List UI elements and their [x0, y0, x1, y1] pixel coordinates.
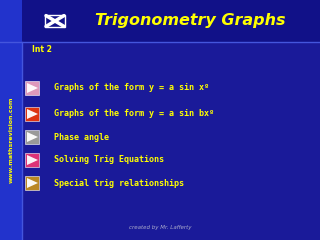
Text: Phase angle: Phase angle [54, 132, 109, 142]
FancyBboxPatch shape [0, 0, 320, 42]
Text: created by Mr. Lafferty: created by Mr. Lafferty [129, 226, 191, 230]
FancyBboxPatch shape [25, 81, 39, 95]
FancyBboxPatch shape [0, 0, 22, 240]
Polygon shape [27, 178, 38, 188]
FancyBboxPatch shape [25, 130, 39, 144]
Polygon shape [27, 83, 38, 93]
Text: Trigonometry Graphs: Trigonometry Graphs [95, 13, 285, 29]
Polygon shape [27, 109, 38, 119]
Text: Int 2: Int 2 [32, 44, 52, 54]
Text: Graphs of the form y = a sin xº: Graphs of the form y = a sin xº [54, 84, 209, 92]
Polygon shape [27, 155, 38, 165]
FancyBboxPatch shape [25, 107, 39, 121]
Text: Solving Trig Equations: Solving Trig Equations [54, 156, 164, 164]
Text: Graphs of the form y = a sin bxº: Graphs of the form y = a sin bxº [54, 109, 214, 119]
Text: Special trig relationships: Special trig relationships [54, 179, 184, 187]
FancyBboxPatch shape [25, 153, 39, 167]
Text: www.mathsrevision.com: www.mathsrevision.com [9, 97, 13, 183]
FancyBboxPatch shape [25, 176, 39, 190]
Polygon shape [27, 132, 38, 142]
